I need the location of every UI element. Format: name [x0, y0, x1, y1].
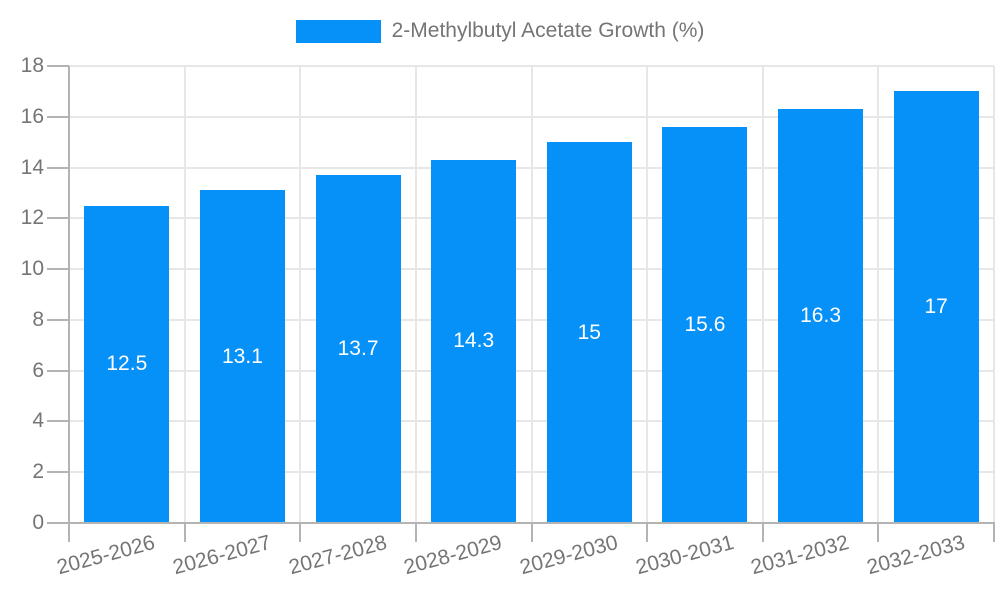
- y-axis-tick: [47, 369, 69, 372]
- x-axis-tick: [183, 523, 186, 542]
- chart-legend: 2-Methylbutyl Acetate Growth (%): [0, 19, 1000, 43]
- y-axis-line: [68, 66, 70, 523]
- bar-value-label: 13.7: [337, 337, 379, 361]
- x-axis-label: 2031-2032: [748, 531, 852, 580]
- bar: 14.3: [431, 159, 517, 523]
- x-axis-label: 2030-2031: [632, 531, 736, 580]
- bar-value-label: 13.1: [222, 344, 263, 368]
- x-axis-tick: [877, 523, 880, 542]
- bar-value-label: 12.5: [106, 352, 148, 376]
- y-axis-tick-label: 14: [20, 155, 44, 179]
- x-axis-label: 2027-2028: [286, 531, 390, 580]
- x-gridline: [299, 66, 302, 523]
- y-axis-tick: [47, 318, 69, 321]
- x-axis-tick: [993, 523, 995, 542]
- bar: 16.3: [778, 109, 864, 523]
- bar: 12.5: [84, 205, 170, 523]
- bar-value-label: 17: [924, 295, 948, 319]
- x-axis-label: 2026-2027: [170, 531, 274, 580]
- x-gridline: [877, 66, 880, 523]
- bar-value-label: 16.3: [800, 304, 841, 328]
- x-axis-tick: [414, 523, 417, 542]
- bar-value-label: 15: [577, 320, 601, 344]
- x-axis-label: 2032-2033: [864, 531, 968, 580]
- x-axis-tick: [68, 523, 70, 542]
- bar: 15: [546, 142, 632, 523]
- legend-label: 2-Methylbutyl Acetate Growth (%): [391, 19, 705, 42]
- x-axis-tick: [761, 523, 764, 542]
- y-axis-tick: [47, 115, 69, 118]
- x-axis-tick: [646, 523, 649, 542]
- x-gridline: [993, 66, 995, 523]
- bar: 15.6: [662, 126, 748, 523]
- bar: 17: [893, 91, 979, 523]
- bar: 13.1: [199, 190, 285, 523]
- y-axis-tick-label: 2: [32, 460, 44, 484]
- y-axis-tick: [47, 166, 69, 169]
- legend-swatch[interactable]: [295, 19, 381, 43]
- x-gridline: [530, 66, 533, 523]
- y-axis-tick-label: 0: [32, 511, 44, 534]
- y-axis-tick-label: 16: [20, 104, 44, 128]
- y-axis-tick: [47, 217, 69, 220]
- x-axis-label: 2028-2029: [401, 531, 505, 580]
- y-axis-tick-label: 10: [20, 257, 44, 281]
- y-axis-tick-label: 6: [32, 358, 44, 382]
- y-axis-tick: [47, 471, 69, 474]
- y-axis-tick: [47, 268, 69, 271]
- x-gridline: [646, 66, 649, 523]
- y-axis-tick-label: 8: [32, 307, 44, 331]
- y-axis-tick: [47, 420, 69, 423]
- bar-value-label: 14.3: [453, 329, 495, 353]
- y-axis-tick-label: 4: [32, 409, 44, 433]
- bar: 13.7: [315, 175, 401, 523]
- x-axis-tick: [530, 523, 533, 542]
- y-axis-tick-label: 12: [20, 206, 44, 230]
- bar-value-label: 15.6: [684, 312, 726, 336]
- y-axis-tick: [47, 522, 69, 524]
- x-gridline: [761, 66, 764, 523]
- x-gridline: [183, 66, 186, 523]
- x-axis-label: 2029-2030: [517, 531, 621, 580]
- x-axis-label: 2025-2026: [54, 531, 158, 580]
- x-axis-tick: [299, 523, 302, 542]
- y-axis-tick: [47, 65, 69, 67]
- y-axis-tick-label: 18: [20, 54, 44, 77]
- x-gridline: [414, 66, 417, 523]
